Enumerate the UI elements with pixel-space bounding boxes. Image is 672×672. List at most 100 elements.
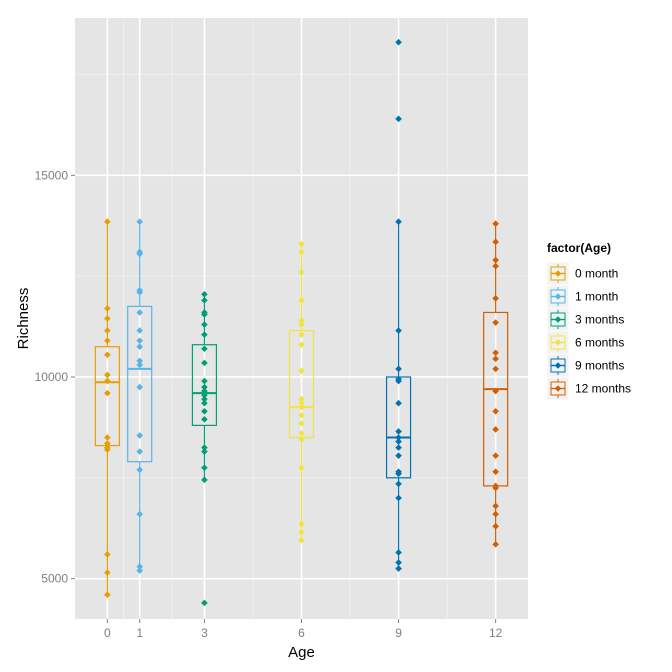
data-point	[395, 327, 402, 334]
series-9-months	[385, 38, 412, 572]
data-point	[298, 436, 305, 443]
legend-item: 0 month	[546, 261, 618, 286]
data-point	[136, 343, 144, 351]
legend-label: 3 months	[575, 313, 624, 327]
data-point	[201, 399, 208, 407]
data-point	[298, 464, 305, 472]
legend-key-point	[554, 385, 562, 392]
legend-label: 0 month	[575, 267, 618, 281]
data-point	[201, 383, 208, 391]
data-point	[298, 395, 305, 403]
data-point	[201, 448, 208, 455]
data-point	[104, 434, 111, 441]
data-point	[492, 256, 499, 264]
data-point	[395, 377, 402, 385]
y-axis-title: Richness	[15, 288, 32, 350]
data-point	[201, 359, 208, 367]
x-axis-ticks: 0 1 3 6 9 12	[104, 619, 503, 640]
box	[191, 344, 218, 426]
data-point	[201, 311, 208, 318]
data-point	[395, 115, 402, 123]
data-point	[298, 331, 305, 338]
data-point	[298, 420, 305, 427]
data-point	[492, 407, 499, 415]
data-point	[104, 337, 111, 344]
legend-key-point	[554, 339, 562, 346]
data-point	[492, 502, 499, 510]
y-tick-label: 5000	[41, 572, 68, 586]
series-layer	[94, 38, 509, 607]
series-0-month	[94, 218, 120, 599]
data-point	[136, 337, 144, 344]
data-point	[136, 563, 144, 570]
x-tick-label: 9	[395, 626, 402, 640]
series-6-months	[288, 240, 315, 544]
legend-title: factor(Age)	[547, 241, 611, 255]
data-point	[136, 432, 144, 439]
data-point	[201, 395, 208, 403]
data-point	[104, 371, 111, 379]
data-point	[201, 331, 208, 338]
data-point	[298, 240, 305, 248]
data-point	[298, 317, 305, 324]
data-point	[395, 559, 402, 566]
data-point	[201, 444, 208, 451]
data-point	[492, 319, 499, 326]
legend-label: 6 months	[575, 336, 624, 350]
data-point	[201, 407, 208, 415]
data-point	[298, 321, 305, 328]
data-point	[298, 268, 305, 276]
data-point	[201, 377, 208, 385]
data-point	[492, 522, 499, 530]
data-point	[395, 434, 402, 441]
data-point	[136, 357, 144, 365]
data-point	[298, 537, 305, 544]
data-point	[395, 428, 402, 435]
data-point	[104, 315, 111, 322]
data-point	[492, 541, 499, 548]
data-point	[395, 438, 402, 445]
data-point	[104, 351, 111, 359]
data-point	[395, 399, 402, 407]
data-point	[492, 510, 499, 518]
data-point	[298, 520, 305, 528]
data-point	[492, 262, 499, 270]
data-point	[136, 510, 144, 518]
legend-key-point	[554, 362, 562, 369]
series-1-month	[127, 218, 153, 574]
data-point	[298, 297, 305, 304]
data-point	[298, 430, 305, 437]
data-point	[104, 305, 111, 312]
data-point	[395, 444, 402, 451]
data-point	[395, 565, 402, 572]
data-point	[395, 549, 402, 556]
data-point	[395, 38, 402, 46]
data-point	[298, 367, 305, 375]
data-point	[298, 403, 305, 411]
data-point	[104, 446, 111, 453]
legend-key-point	[554, 270, 562, 277]
series-3-months	[191, 290, 218, 607]
data-point	[201, 387, 208, 395]
data-point	[298, 528, 305, 536]
series-12-months	[483, 220, 509, 548]
data-point	[104, 591, 111, 599]
x-tick-label: 1	[136, 626, 143, 640]
data-point	[136, 448, 144, 455]
x-tick-label: 6	[298, 626, 305, 640]
data-point	[136, 327, 144, 334]
data-point	[492, 452, 499, 459]
legend: factor(Age) 0 month 1 month 3 months 6 mont…	[546, 241, 631, 401]
data-point	[104, 327, 111, 334]
data-point	[492, 468, 499, 476]
data-point	[492, 355, 499, 363]
box	[127, 305, 153, 463]
data-point	[298, 248, 305, 256]
data-point	[395, 480, 402, 488]
data-point	[136, 466, 144, 474]
data-point	[136, 361, 144, 369]
data-point	[201, 416, 208, 423]
legend-label: 9 months	[575, 359, 624, 373]
data-point	[395, 365, 402, 373]
